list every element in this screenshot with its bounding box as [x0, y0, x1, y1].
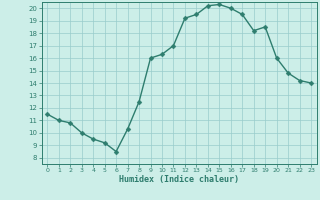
- X-axis label: Humidex (Indice chaleur): Humidex (Indice chaleur): [119, 175, 239, 184]
